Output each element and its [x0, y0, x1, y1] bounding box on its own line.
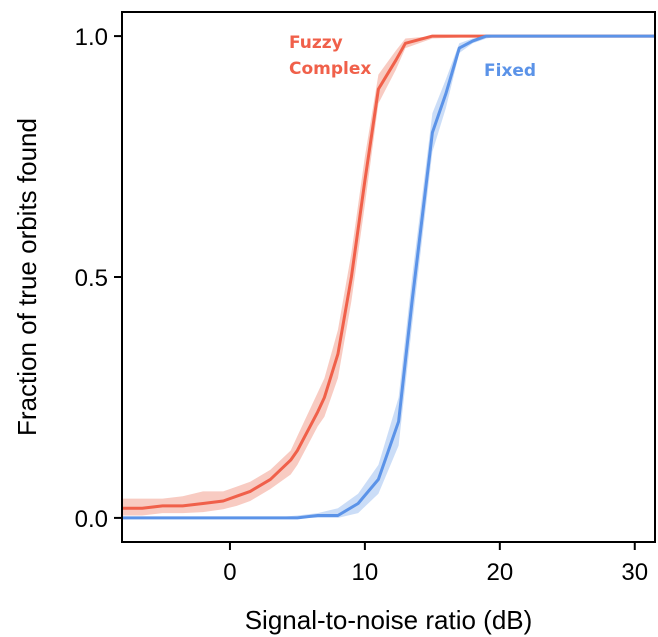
y-tick-label: 1.0	[75, 24, 108, 51]
x-tick-label: 0	[223, 559, 236, 586]
x-tick-label: 10	[352, 559, 379, 586]
series-lines	[122, 34, 655, 520]
fixed-band	[122, 36, 655, 518]
y-tick-label: 0.0	[75, 506, 108, 533]
fixed-line	[122, 34, 655, 520]
series-labels: Fuzzy Complex Fixed	[289, 33, 536, 81]
x-tick-label: 30	[621, 559, 648, 586]
fuzzy-complex-line	[122, 34, 655, 510]
y-axis-label: Fraction of true orbits found	[12, 118, 42, 436]
y-tick-label: 0.5	[75, 265, 108, 292]
x-axis-label: Signal-to-noise ratio (dB)	[245, 605, 533, 635]
fixed-label: Fixed	[484, 61, 536, 81]
confidence-bands	[122, 36, 655, 518]
axis-ticks: 0 10 20 30 0.0 0.5 1.0	[75, 24, 648, 586]
fuzzy-complex-label: Fuzzy	[289, 33, 343, 53]
fuzzy-complex-label: Complex	[289, 59, 371, 79]
x-tick-label: 20	[486, 559, 513, 586]
